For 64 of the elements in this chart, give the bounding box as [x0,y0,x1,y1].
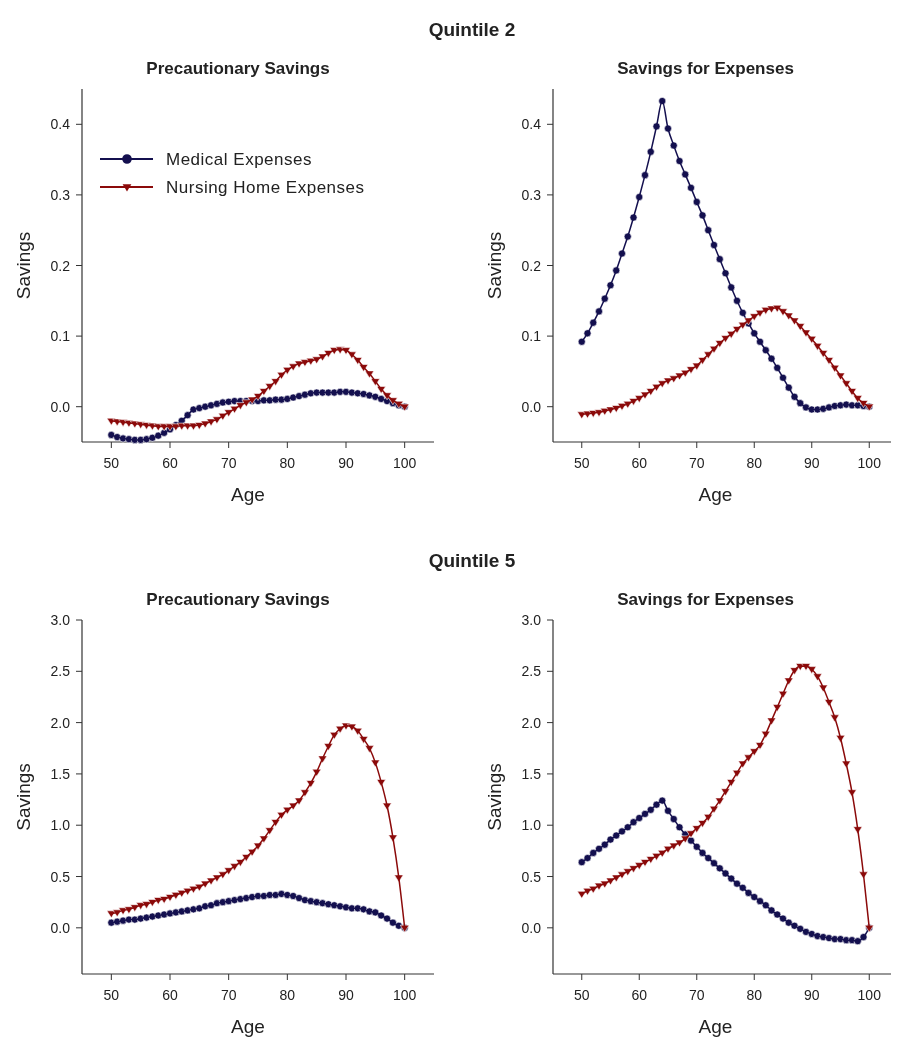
x-tick-label: 90 [338,455,354,471]
legend-label: Medical Expenses [166,150,312,169]
y-tick-label: 1.5 [521,765,542,782]
y-tick-label: 3.0 [50,612,71,628]
x-tick-label: 80 [279,455,296,471]
y-axis-title: Savings [484,763,505,831]
x-axis-title: Age [231,484,265,505]
x-tick-label: 100 [857,455,882,471]
y-tick-label: 1.5 [50,765,71,782]
y-tick-label: 0.4 [50,116,71,133]
x-tick-label: 100 [857,987,882,1003]
y-tick-label: 0.0 [50,919,71,936]
y-tick-label: 0.1 [50,328,71,345]
y-tick-label: 2.0 [521,714,542,731]
x-tick-label: 70 [688,455,705,471]
y-tick-label: 3.0 [521,612,542,628]
x-tick-label: 70 [220,455,237,471]
y-tick-label: 1.0 [50,817,71,834]
x-tick-label: 90 [803,987,820,1003]
y-tick-label: 0.4 [521,116,542,133]
x-tick-label: 60 [162,455,178,471]
y-axis-title: Savings [13,763,34,831]
text: Quintile 5 [428,550,516,571]
y-tick-label: 0.5 [521,868,542,885]
y-tick-label: 0.0 [50,398,71,415]
chart-title: Savings for Expenses [617,59,794,78]
x-tick-label: 80 [746,455,763,471]
x-tick-label: 100 [392,455,417,471]
y-axis-title: Savings [13,231,34,300]
x-axis-title: Age [698,1016,733,1037]
x-axis-title: Age [698,484,733,505]
text: Quintile 2 [428,19,516,40]
y-tick-label: 0.3 [521,186,542,203]
legend-label: Nursing Home Expenses [166,178,365,197]
x-tick-label: 70 [688,987,705,1003]
x-tick-label: 50 [103,455,120,471]
y-tick-label: 1.0 [521,817,542,834]
y-tick-label: 0.0 [521,919,542,936]
y-tick-label: 2.0 [50,714,71,731]
x-tick-label: 50 [103,987,120,1003]
y-axis-title: Savings [484,231,505,300]
chart-title: Precautionary Savings [146,590,330,609]
x-tick-label: 90 [803,455,820,471]
x-tick-label: 50 [573,987,590,1003]
y-tick-label: 2.5 [50,663,71,680]
y-tick-label: 0.2 [521,257,542,274]
x-tick-label: 90 [338,987,354,1003]
x-tick-label: 60 [162,987,178,1003]
x-tick-label: 60 [631,455,648,471]
y-tick-label: 0.3 [50,186,71,203]
y-tick-label: 2.5 [521,663,542,680]
x-tick-label: 70 [220,987,237,1003]
y-tick-label: 0.0 [521,398,542,415]
chart-title: Savings for Expenses [617,590,794,609]
x-tick-label: 60 [631,987,648,1003]
x-tick-label: 50 [573,455,590,471]
x-axis-title: Age [231,1016,265,1037]
x-tick-label: 100 [392,987,417,1003]
x-tick-label: 80 [279,987,296,1003]
x-tick-label: 80 [746,987,763,1003]
y-tick-label: 0.1 [521,328,542,345]
y-tick-label: 0.5 [50,868,71,885]
y-tick-label: 0.2 [50,257,71,274]
chart-title: Precautionary Savings [146,59,330,78]
